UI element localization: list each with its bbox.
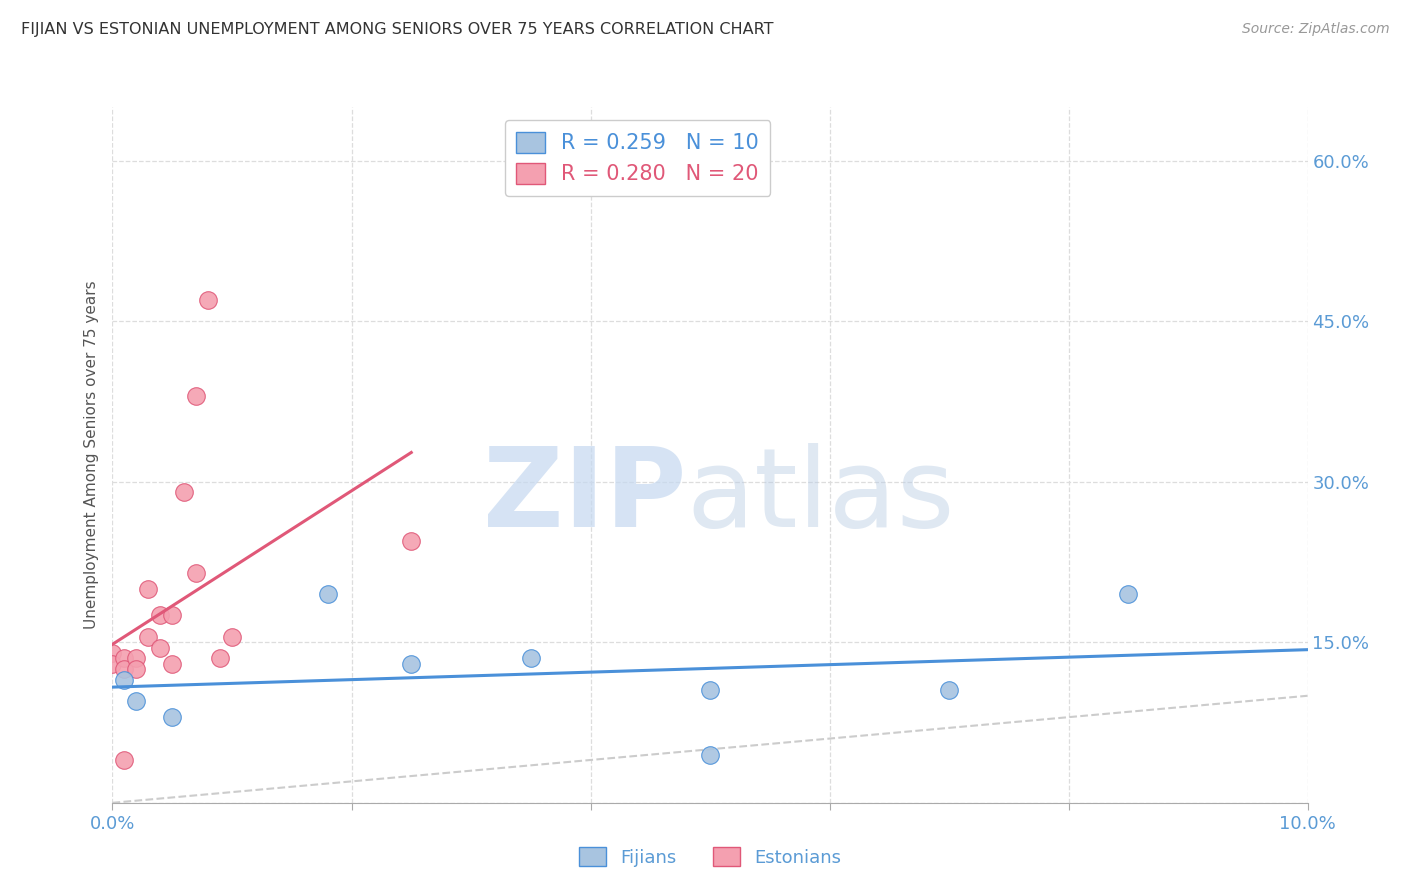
Point (138, 582, 160, 596)
Point (186, 566, 208, 580)
Y-axis label: Unemployment Among Seniors over 75 years: Unemployment Among Seniors over 75 years (83, 281, 98, 629)
Point (101, 657, 124, 671)
Point (101, 646, 124, 660)
Point (699, 683, 721, 698)
Point (149, 640, 172, 655)
Text: FIJIAN VS ESTONIAN UNEMPLOYMENT AMONG SENIORS OVER 75 YEARS CORRELATION CHART: FIJIAN VS ESTONIAN UNEMPLOYMENT AMONG SE… (21, 22, 773, 37)
Point (1118, 587, 1140, 601)
Point (208, 651, 231, 665)
Text: atlas: atlas (686, 443, 955, 550)
Point (162, 710, 183, 724)
Point (114, 753, 135, 767)
Point (520, 651, 543, 665)
Point (149, 608, 172, 623)
Point (114, 673, 135, 687)
Point (125, 694, 148, 708)
Point (316, 587, 339, 601)
Point (173, 485, 195, 500)
Point (125, 662, 148, 676)
Text: ZIP: ZIP (482, 443, 686, 550)
Point (221, 630, 243, 644)
Point (197, 293, 219, 307)
Point (125, 651, 148, 665)
Point (114, 662, 135, 676)
Point (401, 657, 423, 671)
Legend: Fijians, Estonians: Fijians, Estonians (572, 839, 848, 874)
Point (401, 533, 423, 548)
Point (162, 657, 183, 671)
Point (186, 389, 208, 403)
Point (114, 651, 135, 665)
Point (138, 630, 160, 644)
Text: Source: ZipAtlas.com: Source: ZipAtlas.com (1241, 22, 1389, 37)
Point (699, 747, 721, 762)
Point (938, 683, 960, 698)
Point (162, 608, 183, 623)
